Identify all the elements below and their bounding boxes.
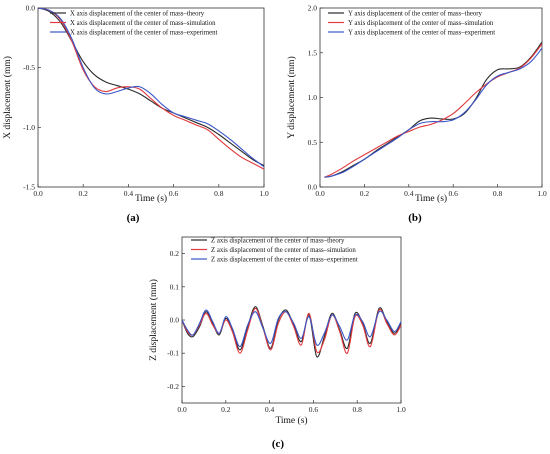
series-line-0 (182, 306, 401, 358)
panel-label: (a) (127, 212, 140, 224)
x-tick-label: 1.0 (396, 405, 406, 414)
legend-label-0: Y axis displacement of the center of mas… (348, 10, 483, 17)
y-tick-label: -1.0 (23, 123, 35, 132)
x-tick-label: 0.0 (33, 189, 43, 198)
series-line-1 (182, 307, 401, 354)
series-line-1 (324, 43, 542, 178)
y-axis-label: Z displacement (mm) (148, 279, 159, 361)
series-line-2 (182, 309, 401, 348)
x-tick-label: 0.4 (265, 405, 275, 414)
legend-label-2: Y axis displacement of the center of mas… (348, 29, 495, 36)
panel-label: (b) (408, 212, 422, 224)
y-tick-label: 0.2 (170, 249, 180, 258)
y-tick-label: -0.5 (23, 63, 35, 72)
chart-b: 0.0 0.2 0.4 0.6 0.8 1.0 0.0 0.5 1.0 1.5 2.0 Time (s… (286, 4, 547, 225)
legend-label-1: X axis displacement of the center of mas… (70, 20, 216, 27)
series-line-0 (324, 41, 542, 178)
x-tick-label: 0.6 (449, 189, 459, 198)
y-tick-label: 1.0 (308, 93, 318, 102)
legend-label-2: Z axis displacement of the center of mas… (211, 256, 358, 263)
x-axis-label: Time (s) (415, 193, 447, 204)
x-tick-label: 0.2 (221, 405, 231, 414)
series-line-1 (38, 8, 264, 170)
x-tick-label: 0.0 (315, 189, 325, 198)
x-tick-label: 0.8 (214, 189, 224, 198)
chart-c: 0.0 0.2 0.4 0.6 0.8 1.0 -0.2 -0.1 0.0 0.1 0.2 Time … (148, 236, 406, 450)
y-tick-label: -1.5 (23, 183, 35, 192)
x-tick-label: 0.2 (79, 189, 89, 198)
y-tick-label: 0.0 (308, 183, 318, 192)
y-axis-label: X displacement (mm) (2, 56, 13, 139)
x-tick-label: 1.0 (537, 189, 547, 198)
panel-label: (c) (272, 438, 285, 450)
x-tick-label: 0.8 (493, 189, 503, 198)
y-tick-label: -0.2 (167, 382, 179, 391)
x-tick-label: 0.4 (124, 189, 134, 198)
y-tick-label: -0.1 (167, 349, 179, 358)
x-axis-label: Time (s) (135, 193, 167, 204)
x-axis-label: Time (s) (275, 415, 307, 426)
y-tick-label: 0.0 (26, 4, 36, 13)
x-tick-label: 1.0 (259, 189, 269, 198)
y-axis-label: Y displacement (mm) (286, 56, 297, 139)
legend-label-0: Z axis displacement of the center of mas… (211, 237, 345, 244)
legend-label-1: Z axis displacement of the center of mas… (211, 247, 356, 254)
series-line-2 (38, 8, 264, 168)
x-tick-label: 0.0 (177, 405, 187, 414)
legend-label-2: X axis displacement of the center of mas… (70, 29, 218, 36)
chart-a: 0.0 0.2 0.4 0.6 0.8 1.0 -1.5 -1.0 -0.5 0.0 Time (s… (2, 4, 269, 225)
x-tick-label: 0.8 (353, 405, 363, 414)
y-tick-label: 0.0 (170, 316, 180, 325)
y-tick-label: 1.5 (308, 48, 318, 57)
x-tick-label: 0.6 (309, 405, 319, 414)
x-tick-label: 0.4 (404, 189, 414, 198)
plot-frame (37, 7, 265, 188)
y-tick-label: 2.0 (308, 4, 318, 13)
series-line-2 (324, 47, 542, 178)
legend-label-1: Y axis displacement of the center of mas… (348, 20, 494, 27)
y-tick-label: 0.5 (308, 138, 318, 147)
y-tick-label: 0.1 (170, 282, 180, 291)
legend-label-0: X axis displacement of the center of mas… (70, 10, 205, 17)
x-tick-label: 0.2 (360, 189, 370, 198)
x-tick-label: 0.6 (169, 189, 179, 198)
